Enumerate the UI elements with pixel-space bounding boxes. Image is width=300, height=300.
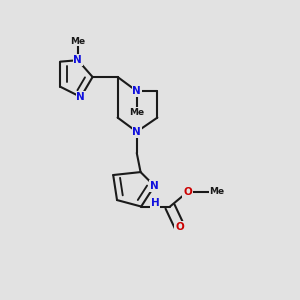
Text: Me: Me	[70, 37, 85, 46]
Text: O: O	[183, 187, 192, 197]
Text: N: N	[150, 181, 159, 191]
Text: O: O	[175, 222, 184, 232]
Text: N: N	[132, 86, 141, 96]
Text: N: N	[76, 92, 85, 102]
Text: Me: Me	[210, 187, 225, 196]
Text: H: H	[151, 198, 159, 208]
Text: Me: Me	[129, 108, 144, 117]
Text: N: N	[132, 127, 141, 137]
Text: N: N	[74, 55, 82, 65]
